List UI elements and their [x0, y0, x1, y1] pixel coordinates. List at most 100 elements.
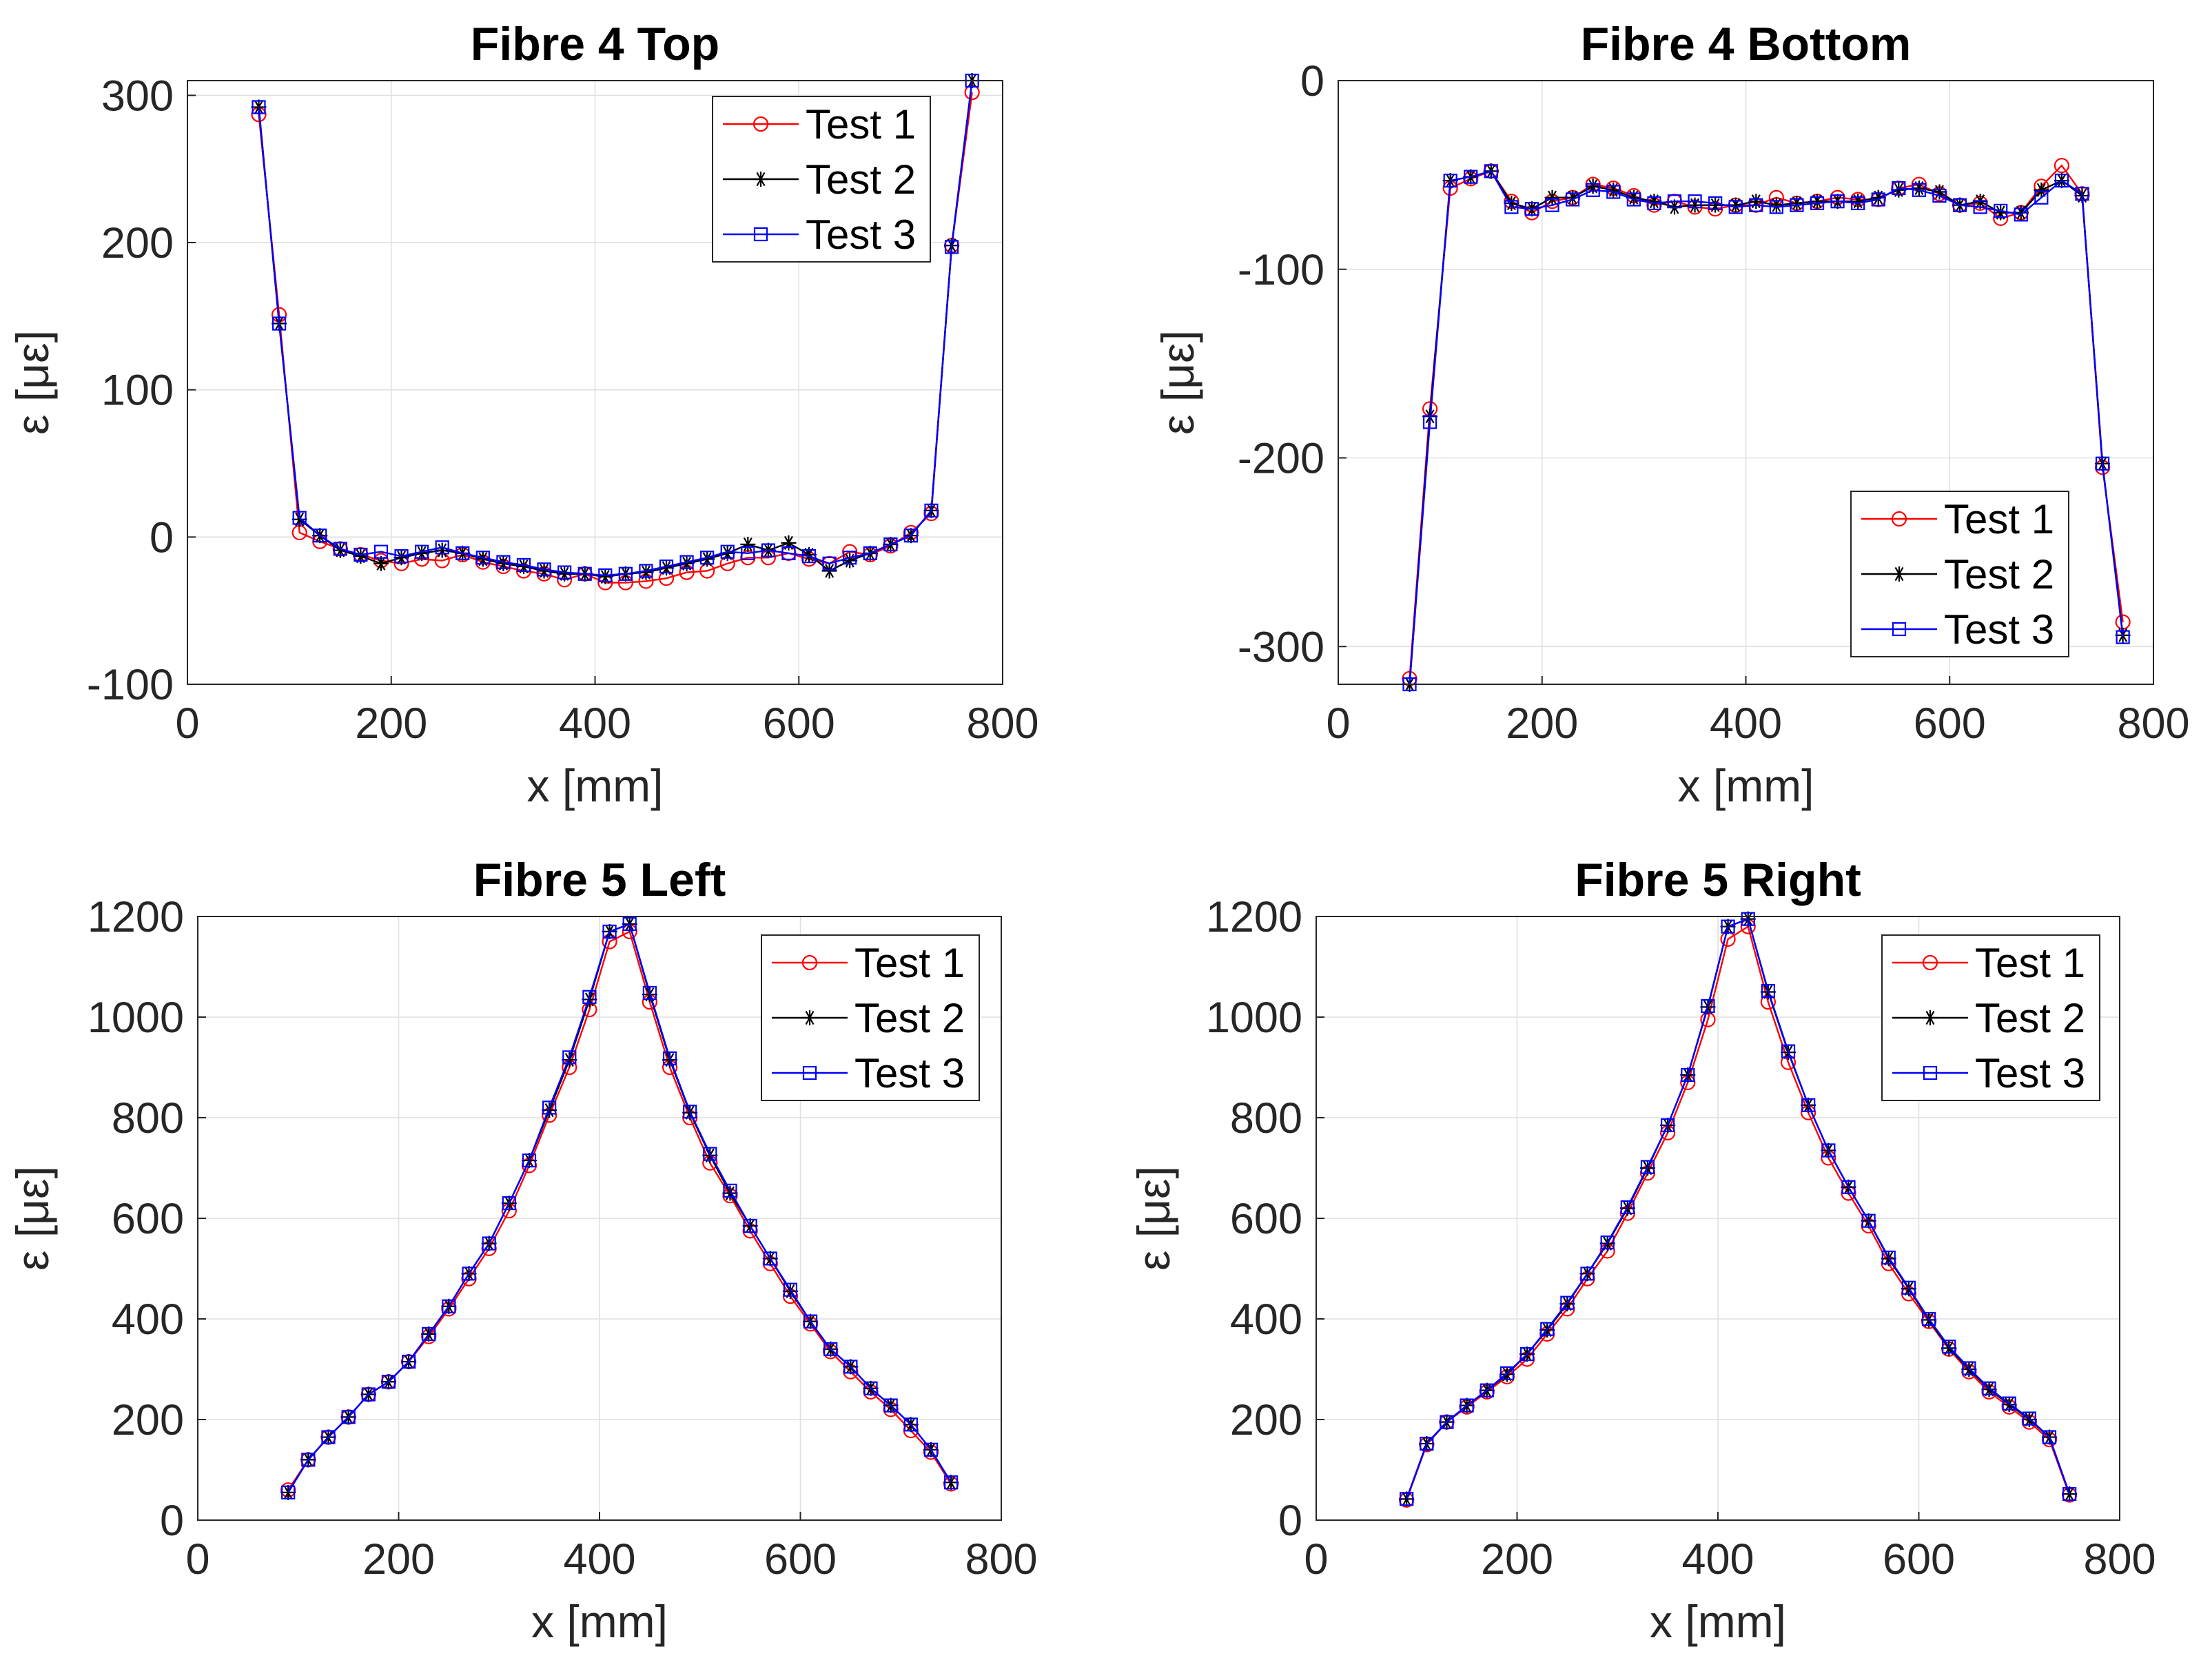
data-point [1973, 200, 1987, 214]
data-point [2075, 187, 2089, 201]
y-tick-labels: -300 -200 -100 0 [1238, 57, 1324, 671]
data-point [1600, 1235, 1615, 1250]
data-point [1941, 1340, 1957, 1356]
data-point [703, 1147, 717, 1161]
chart-title: Fibre 5 Right [1575, 854, 1861, 906]
data-point [577, 566, 592, 581]
data-point [557, 566, 573, 582]
data-point [801, 546, 817, 562]
data-point [1769, 200, 1783, 214]
data-point [462, 1267, 476, 1281]
data-point [863, 546, 877, 560]
data-point [1761, 983, 1775, 998]
data-point [2013, 205, 2029, 221]
y-tick-label: 1200 [1206, 893, 1302, 941]
data-point [803, 1314, 818, 1329]
data-point [1912, 183, 1926, 197]
data-point [2034, 190, 2049, 205]
data-point [536, 563, 552, 579]
data-point [1728, 197, 1743, 213]
legend-label: Test 2 [854, 995, 965, 1041]
data-point [353, 549, 369, 564]
chart-fibre-5-right: 0 200 400 600 800 0 200 400 600 800 1000 1200 Fibr… [1128, 854, 2156, 1647]
data-point [662, 1051, 677, 1065]
legend-marker [1922, 954, 1938, 971]
legend-marker [1891, 511, 1907, 527]
y-tick-label: 0 [1278, 1497, 1302, 1545]
legend-entry-test-3: Test 3 [723, 212, 916, 258]
data-point [1708, 197, 1723, 213]
legend-entry-test-3: Test 3 [1861, 606, 2054, 653]
x-tick-label: 400 [563, 1535, 635, 1584]
data-point [301, 1453, 316, 1467]
data-point [1821, 1143, 1836, 1158]
data-point [394, 549, 409, 564]
data-point [1544, 189, 1560, 205]
data-point [679, 555, 695, 571]
data-point [741, 546, 755, 560]
x-tick-label: 800 [2117, 699, 2189, 748]
data-point [2022, 1411, 2036, 1426]
data-point [1688, 194, 1702, 209]
data-point [1440, 1415, 1454, 1429]
x-tick-label: 600 [763, 699, 835, 748]
plot-area-border [1338, 80, 2154, 685]
x-axis-label: x [mm] [531, 1596, 668, 1647]
legend-marker [1923, 1065, 1938, 1080]
data-point [341, 1410, 356, 1424]
legend: Test 1 Test 2 Test 3 [761, 934, 980, 1101]
data-point [1484, 164, 1498, 178]
data-point [1881, 1250, 1896, 1265]
series-layer [1399, 911, 2078, 1508]
legend-label: Test 1 [1975, 940, 2085, 986]
data-point [1728, 200, 1743, 214]
chart-title: Fibre 4 Bottom [1581, 18, 1912, 70]
data-point [1708, 196, 1723, 211]
data-point [455, 546, 470, 560]
legend-label: Test 2 [1944, 551, 2054, 597]
data-point [743, 1218, 757, 1233]
data-point [822, 556, 837, 571]
legend: Test 1 Test 2 Test 3 [712, 96, 931, 263]
data-point [354, 547, 368, 562]
y-tick-label: 200 [112, 1396, 184, 1444]
data-point [1524, 202, 1539, 216]
legend-label: Test 1 [806, 101, 916, 147]
data-point [496, 555, 511, 569]
data-point [475, 551, 491, 567]
legend-marker [753, 116, 769, 132]
x-tick-label: 600 [1914, 699, 1986, 748]
data-point [401, 1354, 416, 1369]
data-point [1580, 1267, 1595, 1281]
data-point [1420, 1436, 1434, 1451]
y-tick-label: 600 [1230, 1195, 1302, 1243]
x-tick-labels: 0 200 400 600 800 [1304, 1535, 2156, 1584]
y-tick-labels: -100 0 100 200 300 [87, 72, 174, 709]
plot-area-border [197, 916, 1002, 1521]
y-axis-label: ε [με] [1152, 330, 1203, 435]
series-test-3 [1400, 912, 2077, 1506]
data-point [700, 551, 715, 565]
data-point [1952, 198, 1967, 212]
legend-entry-test-3: Test 3 [772, 1050, 965, 1096]
chart-title: Fibre 4 Top [471, 18, 719, 70]
data-point [2062, 1486, 2078, 1502]
data-point [1871, 192, 1885, 207]
data-point [679, 555, 694, 569]
data-point [332, 542, 348, 558]
data-point [1830, 194, 1845, 209]
x-axis-label: x [mm] [527, 760, 664, 811]
series-layer [280, 916, 959, 1500]
data-point [683, 1105, 697, 1119]
data-point [562, 1052, 577, 1068]
data-point [1422, 415, 1437, 429]
data-point [1891, 182, 1907, 198]
x-tick-label: 0 [175, 699, 199, 748]
x-tick-label: 0 [1326, 699, 1350, 748]
data-point [557, 565, 572, 580]
data-point [1921, 1311, 1936, 1326]
y-axis-label: ε [με] [1128, 1166, 1179, 1271]
data-point [659, 560, 675, 576]
legend-label: Test 3 [806, 212, 916, 258]
data-point [801, 549, 817, 564]
